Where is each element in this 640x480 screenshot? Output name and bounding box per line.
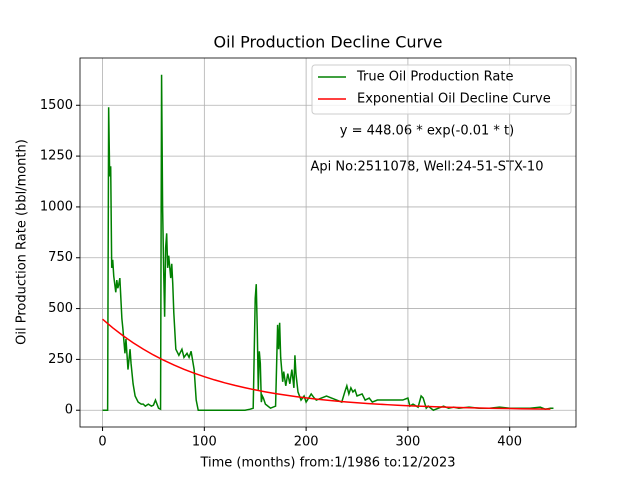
x-tick-label: 400	[497, 435, 522, 450]
legend-label: Exponential Oil Decline Curve	[357, 92, 551, 107]
x-axis-label: Time (months) from:1/1986 to:12/2023	[199, 456, 455, 471]
axes-frame	[79, 57, 577, 428]
series-line	[102, 318, 551, 410]
series-line	[102, 74, 554, 412]
y-axis-label: Oil Production Rate (bbl/month)	[15, 139, 30, 345]
annotation: Api No:2511078, Well:24-51-STX-10	[311, 160, 544, 175]
y-tick-label: 500	[48, 301, 73, 316]
y-tick-label: 0	[65, 403, 73, 418]
legend-box	[311, 64, 572, 115]
x-tick-label: 300	[395, 435, 420, 450]
legend-label: True Oil Production Rate	[356, 70, 513, 85]
y-tick-label: 1500	[40, 98, 73, 113]
y-tick-label: 1250	[40, 149, 73, 164]
y-tick-label: 1000	[40, 199, 73, 214]
x-tick-label: 0	[98, 435, 106, 450]
chart-title: Oil Production Decline Curve	[214, 33, 443, 52]
annotation: y = 448.06 * exp(-0.01 * t)	[340, 124, 514, 139]
x-tick-label: 100	[192, 435, 217, 450]
y-tick-label: 750	[48, 250, 73, 265]
y-tick-label: 250	[48, 352, 73, 367]
x-tick-label: 200	[294, 435, 319, 450]
